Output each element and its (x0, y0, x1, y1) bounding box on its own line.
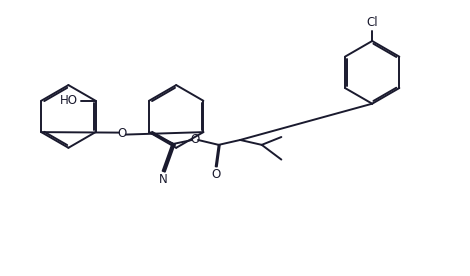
Text: Cl: Cl (367, 16, 378, 29)
Text: O: O (190, 134, 200, 147)
Text: O: O (118, 127, 127, 140)
Text: O: O (211, 168, 220, 181)
Text: N: N (158, 173, 167, 186)
Text: HO: HO (59, 94, 78, 107)
